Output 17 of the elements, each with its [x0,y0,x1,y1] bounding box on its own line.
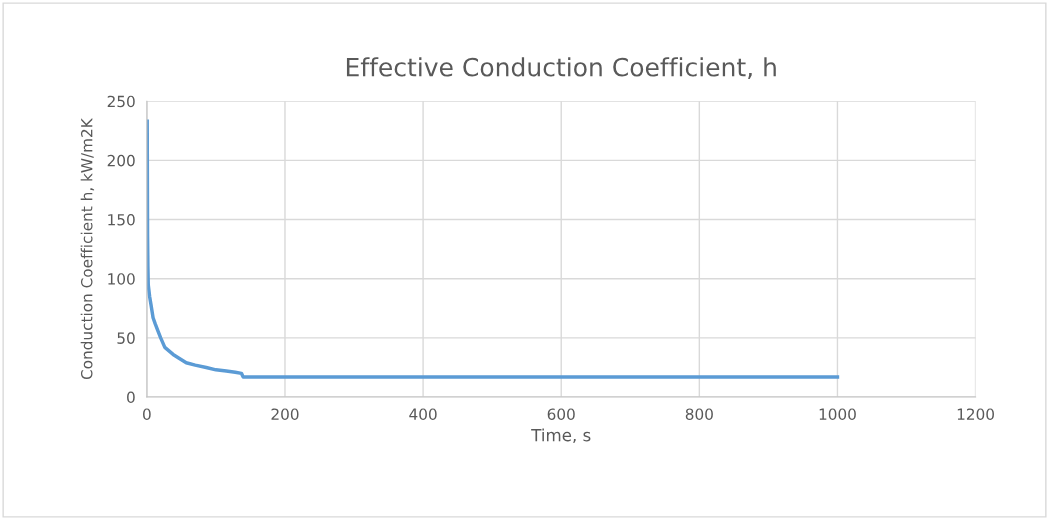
y-tick-label: 150 [108,214,135,226]
y-tick-label: 50 [117,332,135,344]
y-tick-label: 0 [127,391,135,404]
y-tick-label: 100 [108,273,135,285]
x-tick-label: 0 [143,408,151,420]
x-tick-label: 1200 [957,408,994,420]
x-axis-title: Time, s [531,428,591,444]
x-tick-label: 800 [685,408,713,420]
y-axis-title: Conduction Coefficient h, kW/m2K [80,117,95,380]
x-tick-label: 600 [547,408,575,420]
y-tick-label: 200 [107,154,135,167]
x-tick-label: 1000 [819,408,856,420]
line-series [146,119,840,379]
x-tick-label: 200 [271,408,299,420]
x-tick-label: 400 [409,408,437,420]
y-tick-label: 250 [107,95,135,108]
chart-title: Effective Conduction Coefficient, h [346,57,776,80]
